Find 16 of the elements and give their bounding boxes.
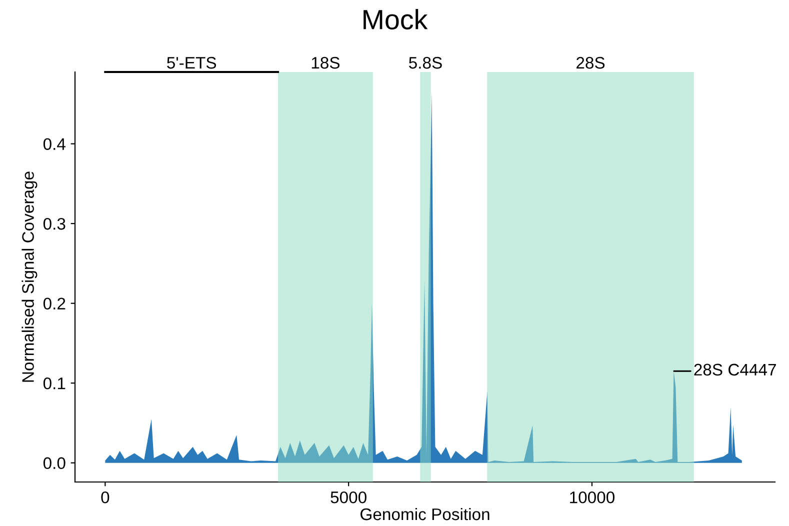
series-label: 5'-ETS <box>167 56 216 69</box>
x-tick-label: 5000 <box>330 491 366 504</box>
band-label: 5.8S <box>409 56 442 69</box>
band-label: 28S <box>576 56 605 69</box>
y-tick-label: 0.3 <box>43 218 66 230</box>
y-tick-label: 0.0 <box>43 457 66 470</box>
band-label: 18S <box>312 56 340 69</box>
chart-title: Mock <box>364 9 428 30</box>
x-axis-title: Genomic Position <box>360 508 490 520</box>
y-tick-label: 0.4 <box>43 138 66 150</box>
y-axis-title: Normalised Signal Coverage <box>22 172 38 382</box>
annotation: 28S C4447 <box>694 364 776 376</box>
x-tick-label: 0 <box>101 491 110 504</box>
y-tick-label: 0.2 <box>43 298 66 310</box>
y-tick-label: 0.1 <box>43 377 66 390</box>
x-tick-label: 10000 <box>570 491 614 504</box>
